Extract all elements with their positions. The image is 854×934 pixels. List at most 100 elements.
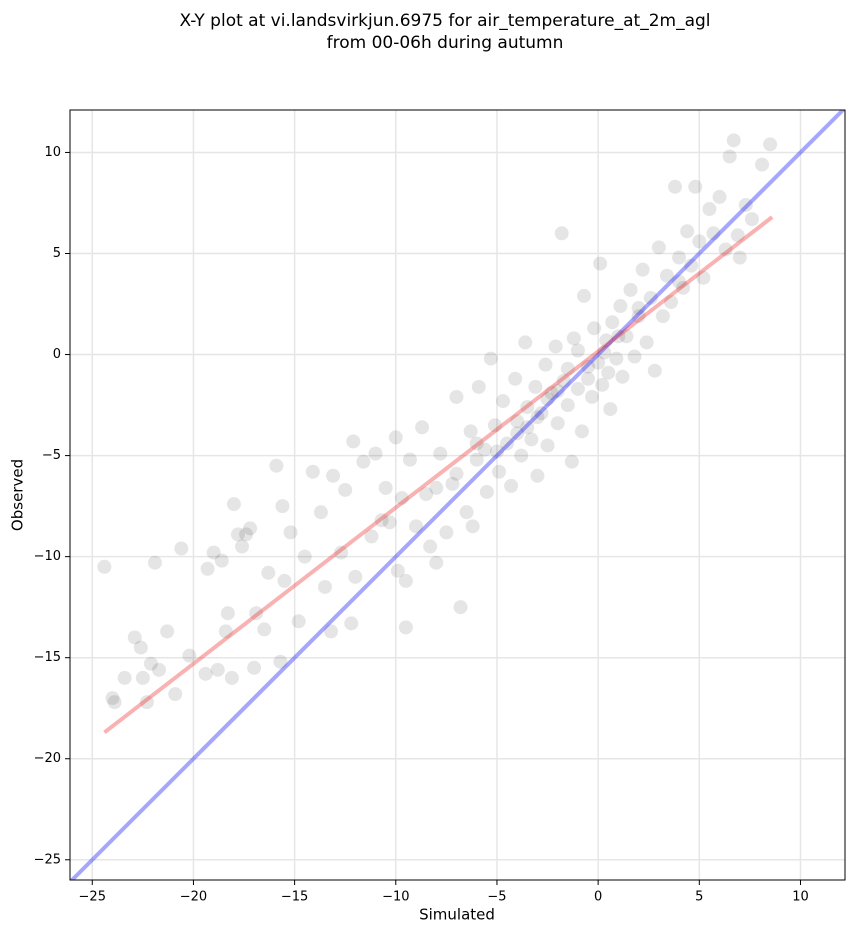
point	[510, 426, 525, 441]
point	[346, 434, 361, 449]
point	[530, 468, 545, 483]
point	[469, 452, 484, 467]
point	[275, 499, 290, 514]
point	[504, 478, 519, 493]
point	[107, 695, 122, 710]
point	[489, 444, 504, 459]
point	[378, 480, 393, 495]
point	[224, 670, 239, 685]
point	[291, 614, 306, 629]
point	[218, 624, 233, 639]
point	[479, 484, 494, 499]
point	[174, 541, 189, 556]
point	[550, 383, 565, 398]
point	[182, 648, 197, 663]
chart-title: X-Y plot at vi.landsvirkjun.6975 for air…	[179, 11, 710, 31]
point	[631, 301, 646, 316]
y-tick-label: −15	[34, 650, 61, 665]
point	[214, 553, 229, 568]
point	[445, 476, 460, 491]
point	[449, 466, 464, 481]
point	[603, 402, 618, 417]
point	[230, 527, 245, 542]
point	[394, 491, 409, 506]
point	[635, 262, 650, 277]
point	[200, 561, 215, 576]
point	[139, 695, 154, 710]
point	[277, 573, 292, 588]
point	[570, 381, 585, 396]
point	[449, 389, 464, 404]
point	[643, 290, 658, 305]
point	[496, 394, 511, 409]
y-tick-label: 5	[53, 246, 61, 261]
point	[374, 513, 389, 528]
point	[655, 309, 670, 324]
point	[599, 333, 614, 348]
point	[127, 630, 142, 645]
point	[152, 662, 167, 677]
point	[668, 179, 683, 194]
point	[581, 371, 596, 386]
point	[722, 149, 737, 164]
point	[198, 666, 213, 681]
point	[680, 224, 695, 239]
point	[611, 329, 626, 344]
point	[471, 379, 486, 394]
point	[147, 555, 162, 570]
x-tick-label: 10	[792, 890, 809, 905]
point	[390, 563, 405, 578]
point	[269, 458, 284, 473]
point	[560, 361, 575, 376]
x-tick-label: −20	[180, 890, 207, 905]
x-tick-label: 5	[695, 890, 703, 905]
point	[627, 349, 642, 364]
point	[738, 197, 753, 212]
fit-line	[70, 110, 845, 880]
point	[483, 351, 498, 366]
point	[548, 339, 563, 354]
point	[605, 315, 620, 330]
point	[692, 234, 707, 249]
point	[487, 418, 502, 433]
point	[550, 416, 565, 431]
point	[534, 406, 549, 421]
point	[317, 579, 332, 594]
point	[591, 355, 606, 370]
point	[676, 280, 691, 295]
point	[477, 442, 492, 457]
point	[570, 343, 585, 358]
point	[305, 464, 320, 479]
point	[712, 189, 727, 204]
point	[576, 288, 591, 303]
x-tick-label: −25	[79, 890, 106, 905]
point	[117, 670, 132, 685]
point	[587, 321, 602, 336]
point	[439, 525, 454, 540]
x-tick-label: −5	[487, 890, 506, 905]
point	[688, 179, 703, 194]
point	[326, 468, 341, 483]
point	[659, 268, 674, 283]
point	[243, 521, 258, 536]
point	[261, 565, 276, 580]
point	[609, 351, 624, 366]
point	[615, 369, 630, 384]
point	[324, 624, 339, 639]
point	[702, 202, 717, 217]
point	[249, 606, 264, 621]
y-tick-label: 0	[53, 347, 61, 362]
point	[429, 555, 444, 570]
point	[623, 282, 638, 297]
point	[398, 573, 413, 588]
y-tick-label: 10	[44, 145, 61, 160]
point	[639, 335, 654, 350]
point	[313, 505, 328, 520]
point	[257, 622, 272, 637]
point	[382, 515, 397, 530]
point	[755, 157, 770, 172]
fit-line	[103, 215, 774, 735]
point	[143, 656, 158, 671]
point	[283, 525, 298, 540]
